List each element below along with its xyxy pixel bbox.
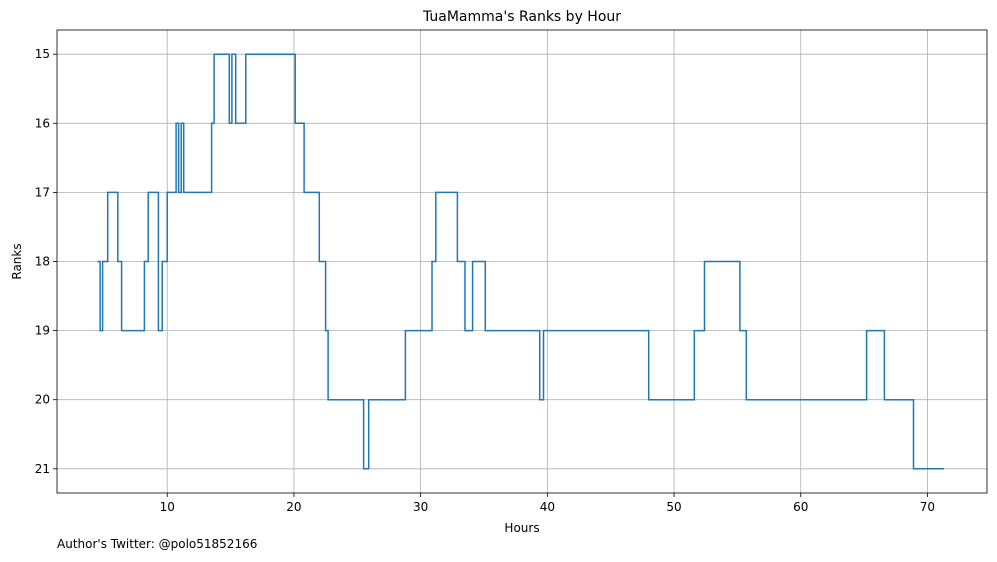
y-tick-label: 17	[35, 185, 50, 199]
axis-ticks: 10 20 30 40 50 60 70 15 16 17 18 19 20 21	[35, 47, 935, 514]
y-tick-label: 18	[35, 255, 50, 269]
x-tick-label: 70	[920, 500, 935, 514]
grid	[57, 30, 987, 493]
y-tick-label: 16	[35, 116, 50, 130]
x-tick-label: 20	[286, 500, 301, 514]
x-tick-label: 30	[413, 500, 428, 514]
x-tick-label: 10	[160, 500, 175, 514]
y-axis-label: Ranks	[10, 243, 24, 279]
author-footnote: Author's Twitter: @polo51852166	[57, 537, 258, 551]
x-axis-label: Hours	[504, 521, 539, 535]
plot-frame	[56, 29, 988, 494]
y-tick-label: 21	[35, 462, 50, 476]
y-tick-label: 20	[35, 393, 50, 407]
x-tick-label: 40	[540, 500, 555, 514]
series-line-ranks	[97, 53, 944, 470]
y-tick-label: 15	[35, 47, 50, 61]
x-tick-label: 50	[666, 500, 681, 514]
chart-title: TuaMamma's Ranks by Hour	[422, 9, 621, 25]
y-tick-label: 19	[35, 324, 50, 338]
x-tick-label: 60	[793, 500, 808, 514]
